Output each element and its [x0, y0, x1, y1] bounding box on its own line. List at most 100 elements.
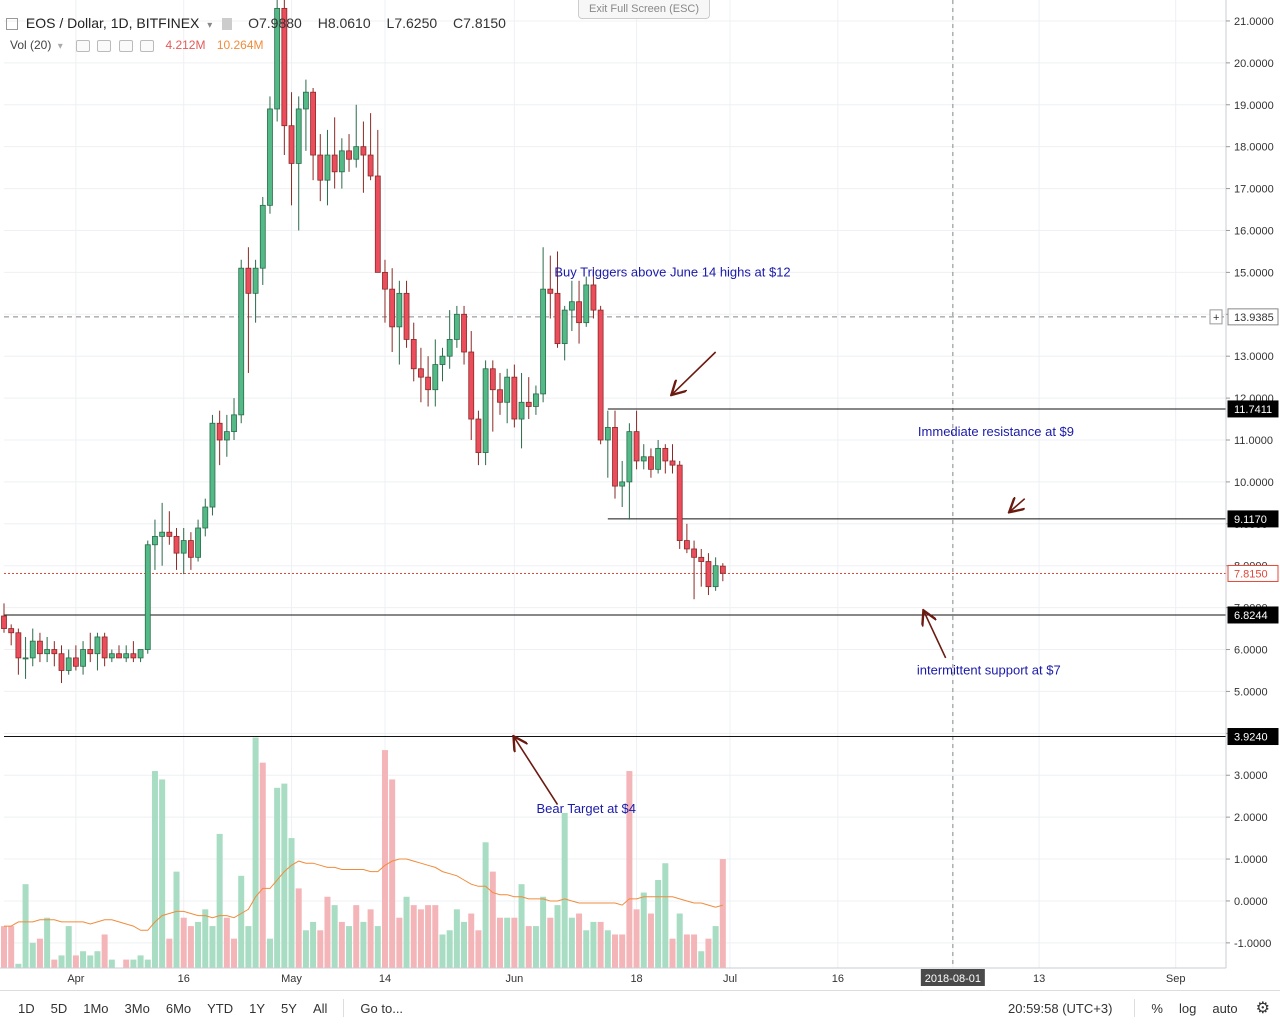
candle-body — [374, 175, 381, 273]
candle-body — [238, 267, 245, 416]
add-icon[interactable] — [118, 39, 133, 52]
volume-bar — [489, 871, 496, 968]
chevron-down-icon[interactable]: ▾ — [207, 20, 213, 31]
range-5y-button[interactable]: 5Y — [281, 1000, 297, 1016]
eye-icon[interactable] — [76, 39, 91, 52]
candle — [446, 310, 453, 369]
volume-ma-line — [4, 858, 723, 931]
candle-body — [245, 267, 252, 294]
percent-toggle[interactable]: % — [1151, 1000, 1163, 1016]
candle-body — [655, 447, 662, 470]
range-1y-button[interactable]: 1Y — [249, 1000, 266, 1016]
candle — [533, 385, 539, 415]
annotation-arrow — [1010, 499, 1026, 512]
price-tick-label: 19.0000 — [1234, 100, 1274, 112]
candle — [691, 540, 697, 600]
volume-bar — [87, 955, 94, 968]
range-6mo-button[interactable]: 6Mo — [165, 1000, 192, 1016]
range-5d-button[interactable]: 5D — [50, 1000, 68, 1016]
volume-bar — [15, 963, 22, 968]
price-tick-label: 2.0000 — [1234, 812, 1268, 824]
volume-bar — [288, 838, 295, 968]
volume-bar — [29, 942, 36, 968]
price-tag — [1227, 400, 1279, 418]
price-tag — [1227, 606, 1279, 624]
symbol-title[interactable]: EOS / Dollar, 1D, BITFINEX — [25, 15, 200, 31]
annotation-label: intermittent support at $7 — [917, 663, 1061, 678]
candle — [152, 519, 158, 570]
price-tick-label: 11.0000 — [1234, 435, 1273, 447]
exit-fullscreen-button[interactable]: Exit Full Screen (ESC) — [578, 0, 710, 19]
range-3mo-button[interactable]: 3Mo — [124, 1000, 150, 1016]
candle — [1, 603, 7, 633]
candle — [180, 528, 187, 575]
time-tick-label: Jun — [505, 973, 523, 985]
candle-body — [80, 649, 86, 667]
range-ytd-button[interactable]: YTD — [207, 1000, 234, 1016]
goto-button[interactable]: Go to... — [360, 1000, 404, 1016]
volume-bar — [446, 930, 453, 968]
candle — [209, 414, 216, 516]
toggle-icon[interactable] — [222, 18, 233, 31]
candle-body — [497, 389, 503, 403]
range-all-button[interactable]: All — [312, 1000, 328, 1016]
log-toggle[interactable]: log — [1178, 1000, 1197, 1016]
candle — [80, 641, 86, 675]
menu-icon[interactable] — [6, 18, 18, 31]
volume-bar — [669, 938, 676, 968]
price-tick-label: 6.0000 — [1234, 645, 1268, 657]
volume-value: 4.212M — [165, 38, 206, 52]
candle-body — [698, 556, 705, 562]
candle — [497, 372, 503, 415]
volume-bar — [295, 888, 302, 968]
ohlc-close: C7.8150 — [453, 15, 506, 31]
volume-bar — [417, 909, 424, 968]
chevron-down-icon[interactable]: ▾ — [57, 41, 63, 52]
candle-body — [389, 288, 396, 328]
volume-bar — [597, 921, 604, 968]
volume-bar — [604, 930, 611, 968]
candle-body — [51, 649, 58, 655]
auto-toggle[interactable]: auto — [1212, 1000, 1238, 1016]
candle — [130, 641, 137, 663]
candle-body — [403, 292, 410, 340]
annotation-arrow — [673, 351, 717, 394]
candle-body — [94, 636, 101, 655]
candle-body — [173, 535, 180, 554]
candle-body — [461, 313, 467, 353]
candle-body — [561, 309, 568, 345]
volume-bar — [468, 913, 475, 968]
gear-icon[interactable]: ⚙ — [1255, 1000, 1270, 1017]
volume-bar — [123, 959, 130, 968]
candle — [101, 632, 108, 667]
candle — [317, 134, 324, 202]
volume-bar — [166, 938, 173, 968]
range-1d-button[interactable]: 1D — [18, 1000, 35, 1016]
candle-body — [187, 540, 194, 558]
settings-icon[interactable] — [97, 39, 112, 52]
candle-body — [360, 146, 367, 156]
volume-bar — [612, 934, 618, 968]
volume-bar — [22, 884, 29, 968]
candle-body — [676, 464, 683, 541]
price-tag-label: 13.9385 — [1234, 312, 1274, 324]
crosshair-date-tag — [920, 969, 985, 986]
candle-body — [439, 355, 446, 365]
volume-bar — [554, 905, 561, 968]
candle-body — [468, 351, 475, 420]
candle — [626, 423, 633, 520]
candle — [568, 280, 575, 332]
chart-area[interactable]: Buy Triggers above June 14 highs at $12 I… — [0, 0, 1280, 990]
volume-bar — [712, 926, 719, 968]
volume-bar — [389, 779, 396, 968]
volume-bar — [245, 926, 252, 968]
range-1mo-button[interactable]: 1Mo — [83, 1000, 109, 1016]
candle — [648, 448, 654, 478]
candle — [482, 360, 489, 466]
volume-bar — [274, 787, 281, 968]
price-tick-label: 20.0000 — [1234, 58, 1274, 70]
price-chart[interactable]: Buy Triggers above June 14 highs at $12 I… — [0, 0, 1280, 990]
plus-icon: + — [1213, 312, 1219, 324]
close-icon[interactable] — [140, 39, 155, 52]
volume-label[interactable]: Vol (20) — [10, 38, 52, 52]
